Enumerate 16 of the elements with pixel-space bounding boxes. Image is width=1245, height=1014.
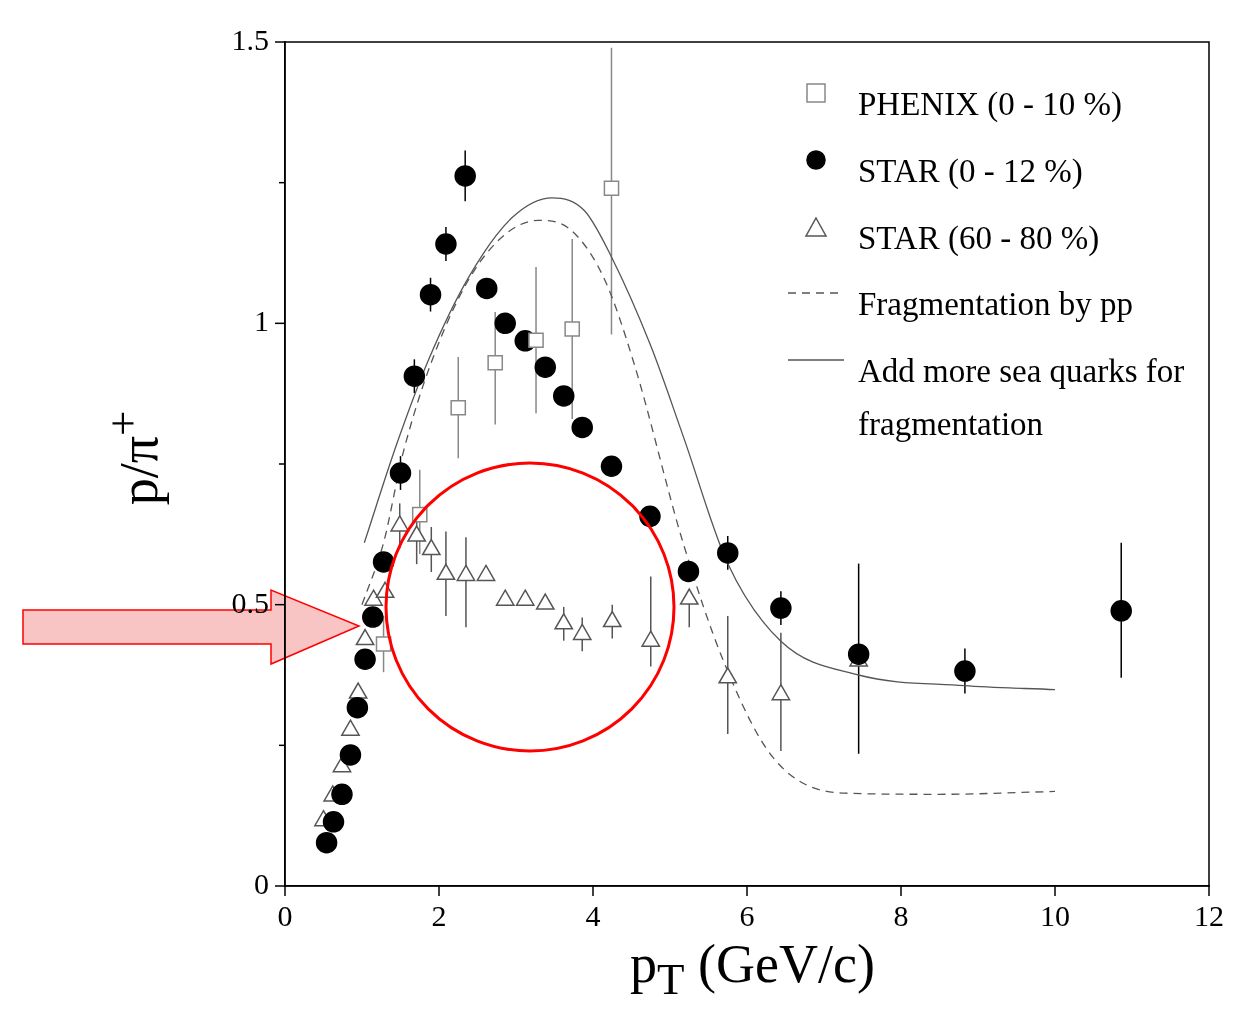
legend-label: PHENIX (0 - 10 %) bbox=[858, 85, 1122, 124]
x-tick-label: 8 bbox=[893, 898, 909, 932]
x-tick-label: 12 bbox=[1194, 898, 1224, 932]
y-tick-label: 1 bbox=[254, 304, 269, 338]
y-tick-label: 1.5 bbox=[231, 22, 269, 56]
legend-label: Add more sea quarks for fragmentation bbox=[858, 352, 1186, 444]
x-tick-label: 0 bbox=[277, 898, 293, 932]
legend-label: STAR (60 - 80 %) bbox=[858, 218, 1100, 258]
legend-label: Fragmentation by pp bbox=[858, 285, 1133, 325]
y-tick-label: 0 bbox=[254, 866, 269, 900]
x-axis-title: p$_{T}$ (GeV/c) bbox=[629, 933, 876, 1005]
x-tick-label: 4 bbox=[585, 898, 601, 932]
legend-label: STAR (0 - 12 %) bbox=[858, 151, 1083, 191]
x-tick-label: 6 bbox=[739, 898, 755, 932]
x-tick-label: 2 bbox=[431, 898, 447, 932]
x-tick-label: 10 bbox=[1040, 898, 1070, 932]
